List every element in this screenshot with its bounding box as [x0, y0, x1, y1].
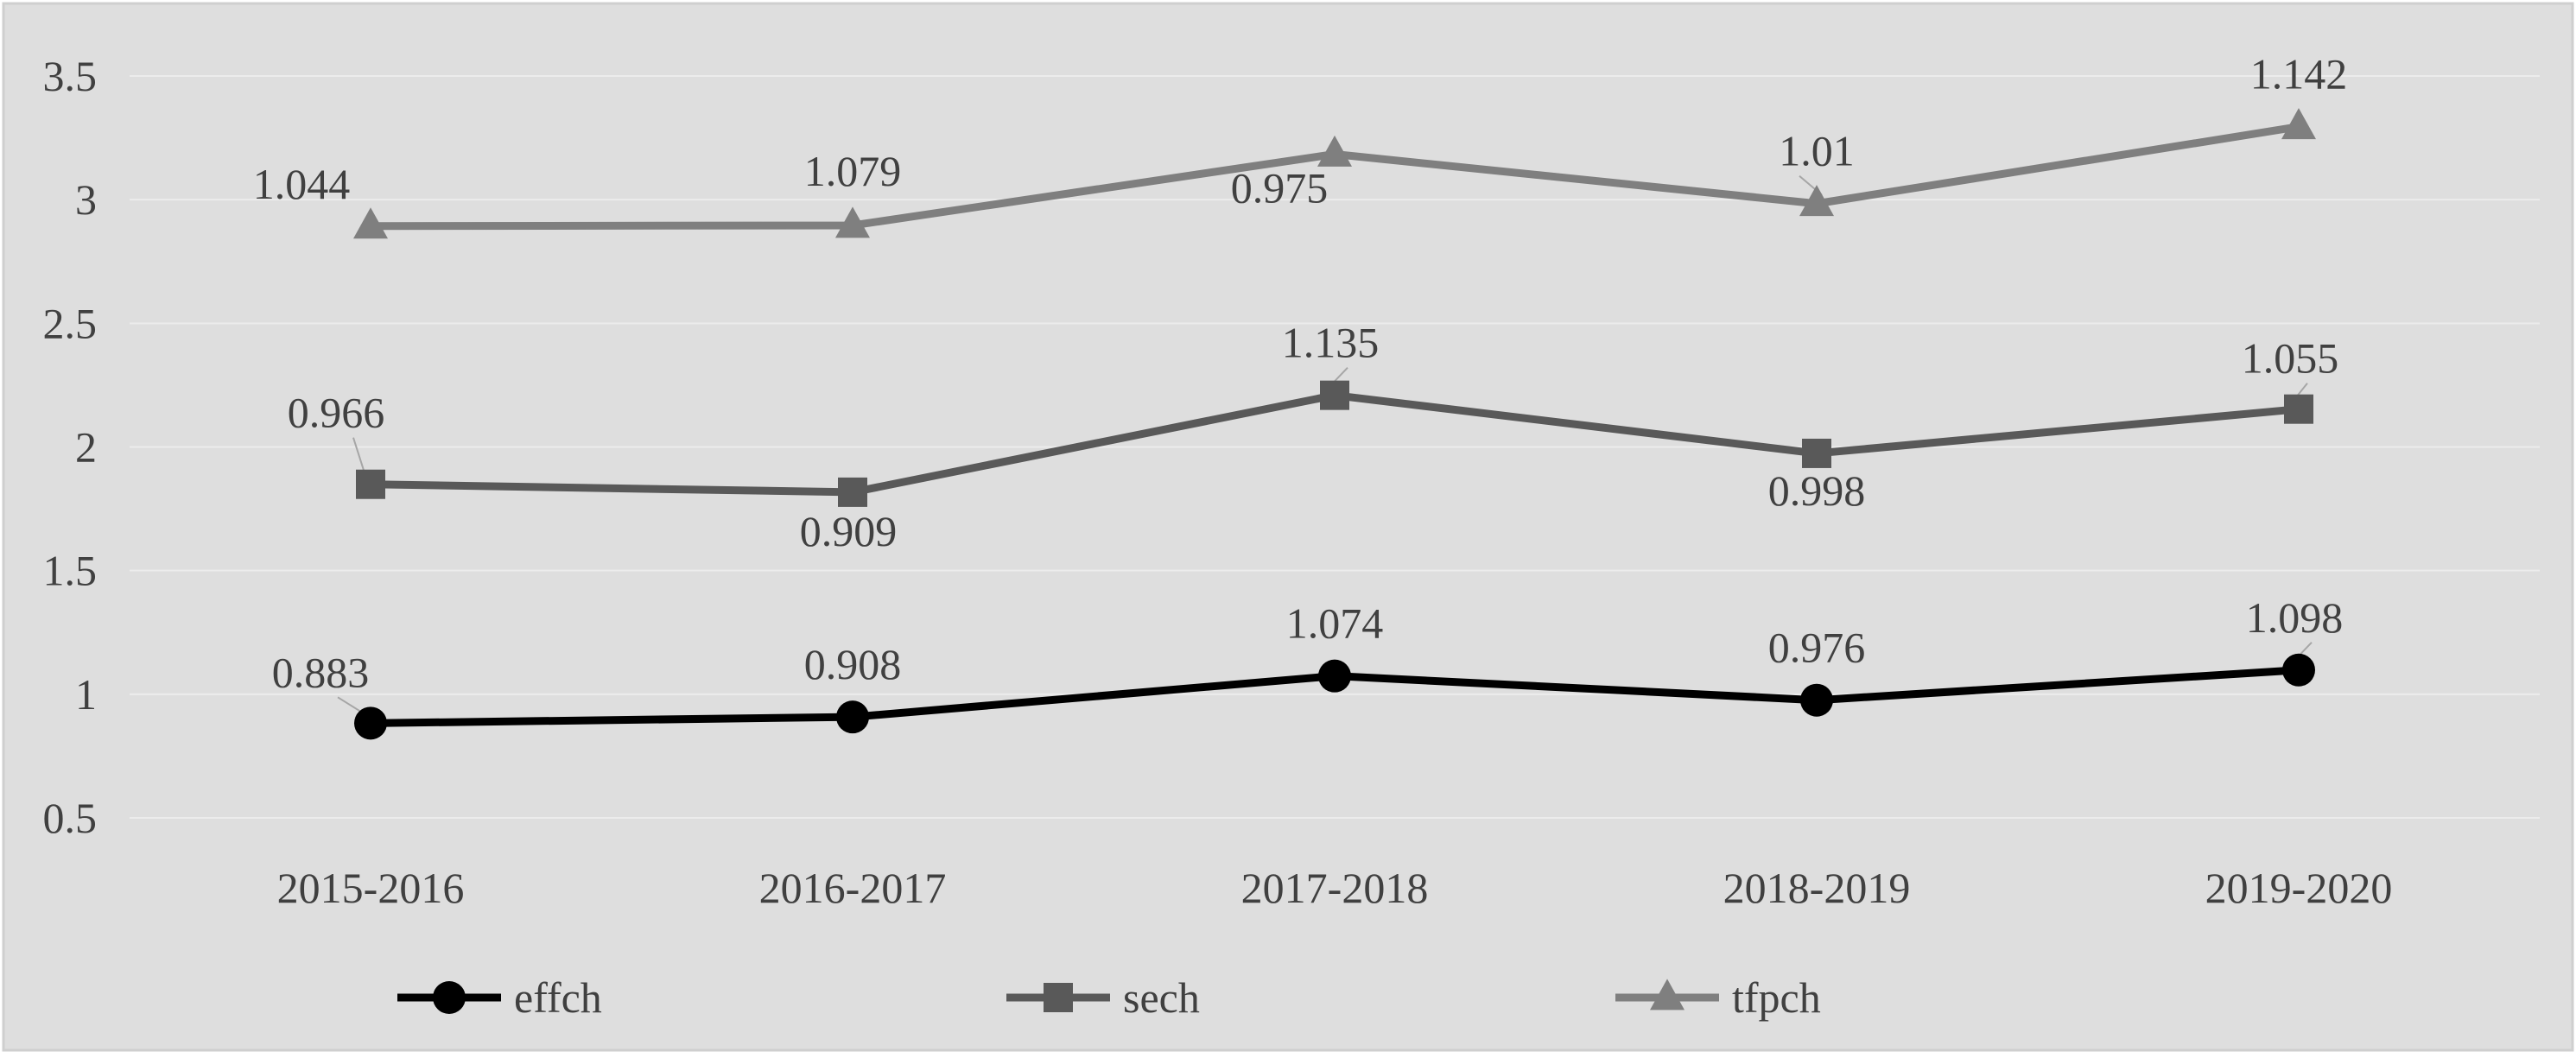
y-tick-label: 2.5	[43, 299, 98, 347]
data-point-effch	[2282, 653, 2315, 687]
data-label-sech: 1.055	[2242, 334, 2339, 383]
x-axis-ticks: 2015-2016 2016-2017 2017-2018 2018-2019 2019…	[277, 864, 2393, 912]
y-tick-label: 1	[75, 670, 97, 719]
x-tick-label: 2018-2019	[1723, 864, 1911, 912]
data-point-effch	[354, 706, 387, 740]
legend-label-sech: sech	[1123, 973, 1200, 1022]
data-label-sech: 0.909	[800, 507, 898, 555]
y-axis-ticks: 0.5 1 1.5 2 2.5 3 3.5	[43, 52, 98, 842]
gridlines	[130, 75, 2540, 819]
data-point-tfpch	[353, 207, 388, 239]
data-point-sech	[2284, 394, 2313, 424]
data-label-effch: 0.883	[272, 648, 370, 696]
data-label-effch: 0.976	[1768, 624, 1866, 672]
x-tick-label: 2017-2018	[1241, 864, 1429, 912]
data-labels: 0.883 0.908 1.074 0.976 1.098 0.966 0.909 1.135…	[253, 50, 2348, 697]
data-point-tfpch	[835, 206, 870, 238]
legend: effch sech tfpch	[397, 973, 1821, 1022]
data-point-tfpch	[1799, 185, 1834, 217]
data-point-sech	[838, 477, 867, 507]
legend-marker-sech	[1044, 983, 1073, 1012]
data-point-effch	[1800, 683, 1833, 717]
data-point-effch	[1318, 659, 1351, 693]
y-tick-label: 0.5	[43, 794, 98, 842]
y-tick-label: 3	[75, 175, 97, 224]
y-tick-label: 2	[75, 423, 97, 472]
data-label-tfpch: 1.079	[804, 147, 902, 195]
data-label-tfpch: 1.044	[253, 160, 351, 208]
data-point-tfpch	[2281, 108, 2316, 140]
data-label-effch: 1.098	[2246, 593, 2344, 642]
series-markers	[353, 108, 2316, 740]
legend-marker-effch	[433, 981, 466, 1014]
data-label-tfpch: 0.975	[1231, 163, 1329, 212]
data-point-sech	[1802, 438, 1831, 468]
data-label-sech: 0.966	[288, 389, 385, 437]
data-point-effch	[836, 700, 869, 734]
data-label-sech: 1.135	[1282, 319, 1380, 367]
data-label-effch: 1.074	[1286, 599, 1384, 648]
x-tick-label: 2019-2020	[2205, 864, 2393, 912]
data-label-effch: 0.908	[804, 640, 902, 688]
data-point-sech	[1320, 380, 1349, 410]
data-label-tfpch: 1.142	[2250, 50, 2348, 98]
y-tick-label: 3.5	[43, 52, 98, 100]
data-point-tfpch	[1317, 135, 1352, 167]
data-label-sech: 0.998	[1768, 466, 1866, 515]
data-point-sech	[356, 469, 385, 499]
x-tick-label: 2016-2017	[759, 864, 947, 912]
x-tick-label: 2015-2016	[277, 864, 465, 912]
legend-label-effch: effch	[514, 973, 602, 1022]
legend-label-tfpch: tfpch	[1732, 973, 1821, 1022]
y-tick-label: 1.5	[43, 547, 98, 595]
label-leader-line	[352, 437, 366, 477]
legend-marker-tfpch	[1650, 979, 1685, 1010]
data-label-tfpch: 1.01	[1779, 127, 1855, 175]
